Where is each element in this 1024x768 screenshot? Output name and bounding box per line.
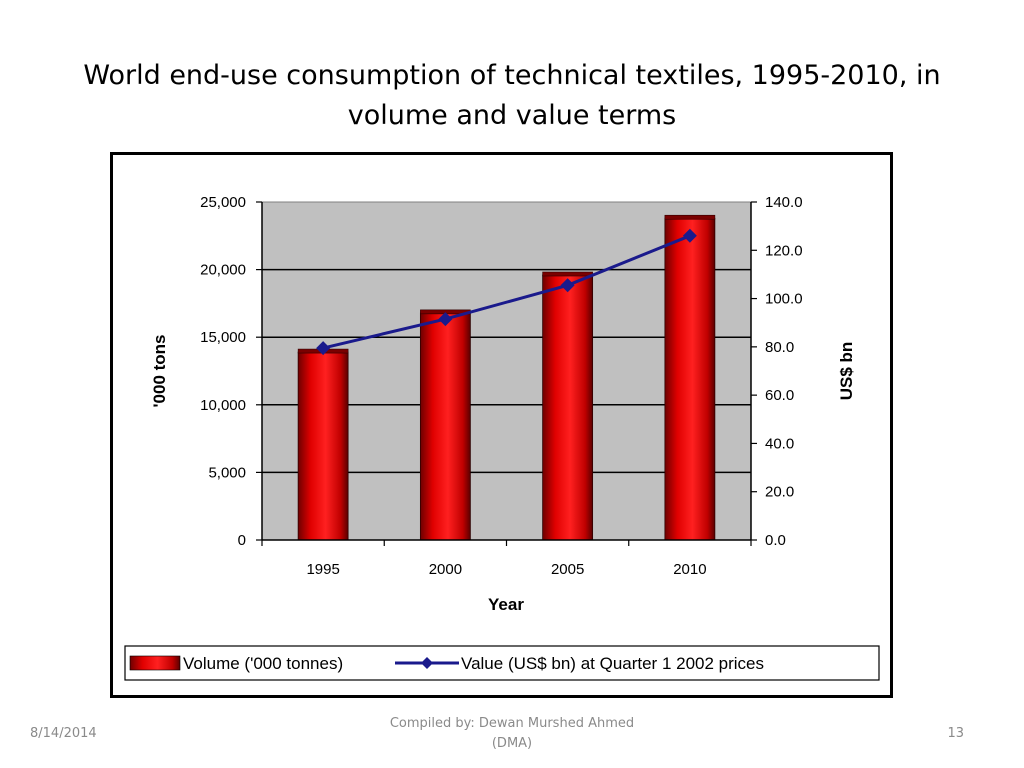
y2-tick-label: 20.0 [765, 484, 794, 501]
value-line [322, 234, 691, 350]
x-tick-label: 2000 [429, 561, 462, 578]
y2-tick-label: 0.0 [765, 532, 786, 549]
footer-date: 8/14/2014 [30, 726, 97, 741]
tick-labels: 0 5,000 10,000 15,000 20,000 25,000 0.0 20.0 40.… [200, 194, 802, 578]
y2-tick-label: 140.0 [765, 194, 803, 211]
volume-bar [297, 351, 349, 541]
page-number: 13 [947, 726, 964, 741]
volume-bar [542, 274, 594, 541]
y2-tick-label: 40.0 [765, 435, 794, 452]
value-point [560, 278, 575, 293]
y2-tick-label: 80.0 [765, 339, 794, 356]
x-tick-label: 1995 [306, 561, 339, 578]
legend-box [124, 645, 880, 681]
legend-bar-swatch [129, 655, 181, 671]
y-tick-label: 20,000 [200, 262, 246, 279]
y2-tick-label: 60.0 [765, 387, 794, 404]
legend-value-label: Value (US$ bn) at Quarter 1 2002 prices [461, 654, 764, 673]
footer-credit-line2: (DMA) [491, 736, 533, 751]
slide-title: World end-use consumption of technical t… [83, 60, 941, 131]
x-tick-label: 2010 [673, 561, 706, 578]
volume-bar [664, 217, 716, 541]
value-point [438, 312, 453, 327]
legend: Volume ('000 tonnes) Value (US$ bn) at Q… [124, 645, 880, 681]
y-tick-label: 25,000 [200, 194, 246, 211]
y2-tick-label: 120.0 [765, 242, 803, 259]
y-tick-label: 15,000 [200, 329, 246, 346]
value-point [316, 341, 331, 356]
footer-credit-line1: Compiled by: Dewan Murshed Ahmed [389, 716, 635, 731]
y-tick-label: 5,000 [208, 464, 246, 481]
y-tick-label: 0 [238, 532, 246, 549]
chart: 0 5,000 10,000 15,000 20,000 25,000 0.0 20.0 40.… [124, 194, 880, 681]
legend-volume-label: Volume ('000 tonnes) [183, 654, 343, 673]
legend-diamond-marker [421, 657, 433, 669]
volume-bar-top [542, 271, 593, 277]
volume-bar [419, 312, 471, 541]
x-axis-label: Year [488, 595, 524, 614]
x-tick-label: 2005 [551, 561, 584, 578]
value-point [682, 228, 697, 243]
footer-credit: Compiled by: Dewan Murshed Ahmed (DMA) [362, 714, 662, 754]
y2-axis-label: US$ bn [837, 342, 856, 401]
y-axis-label: '000 tons [150, 334, 169, 407]
y-tick-label: 10,000 [200, 397, 246, 414]
y2-tick-label: 100.0 [765, 291, 803, 308]
value-line-series [316, 228, 697, 356]
volume-bar-top [664, 214, 716, 220]
chart-frame: 0 5,000 10,000 15,000 20,000 25,000 0.0 20.0 40.… [110, 152, 893, 698]
